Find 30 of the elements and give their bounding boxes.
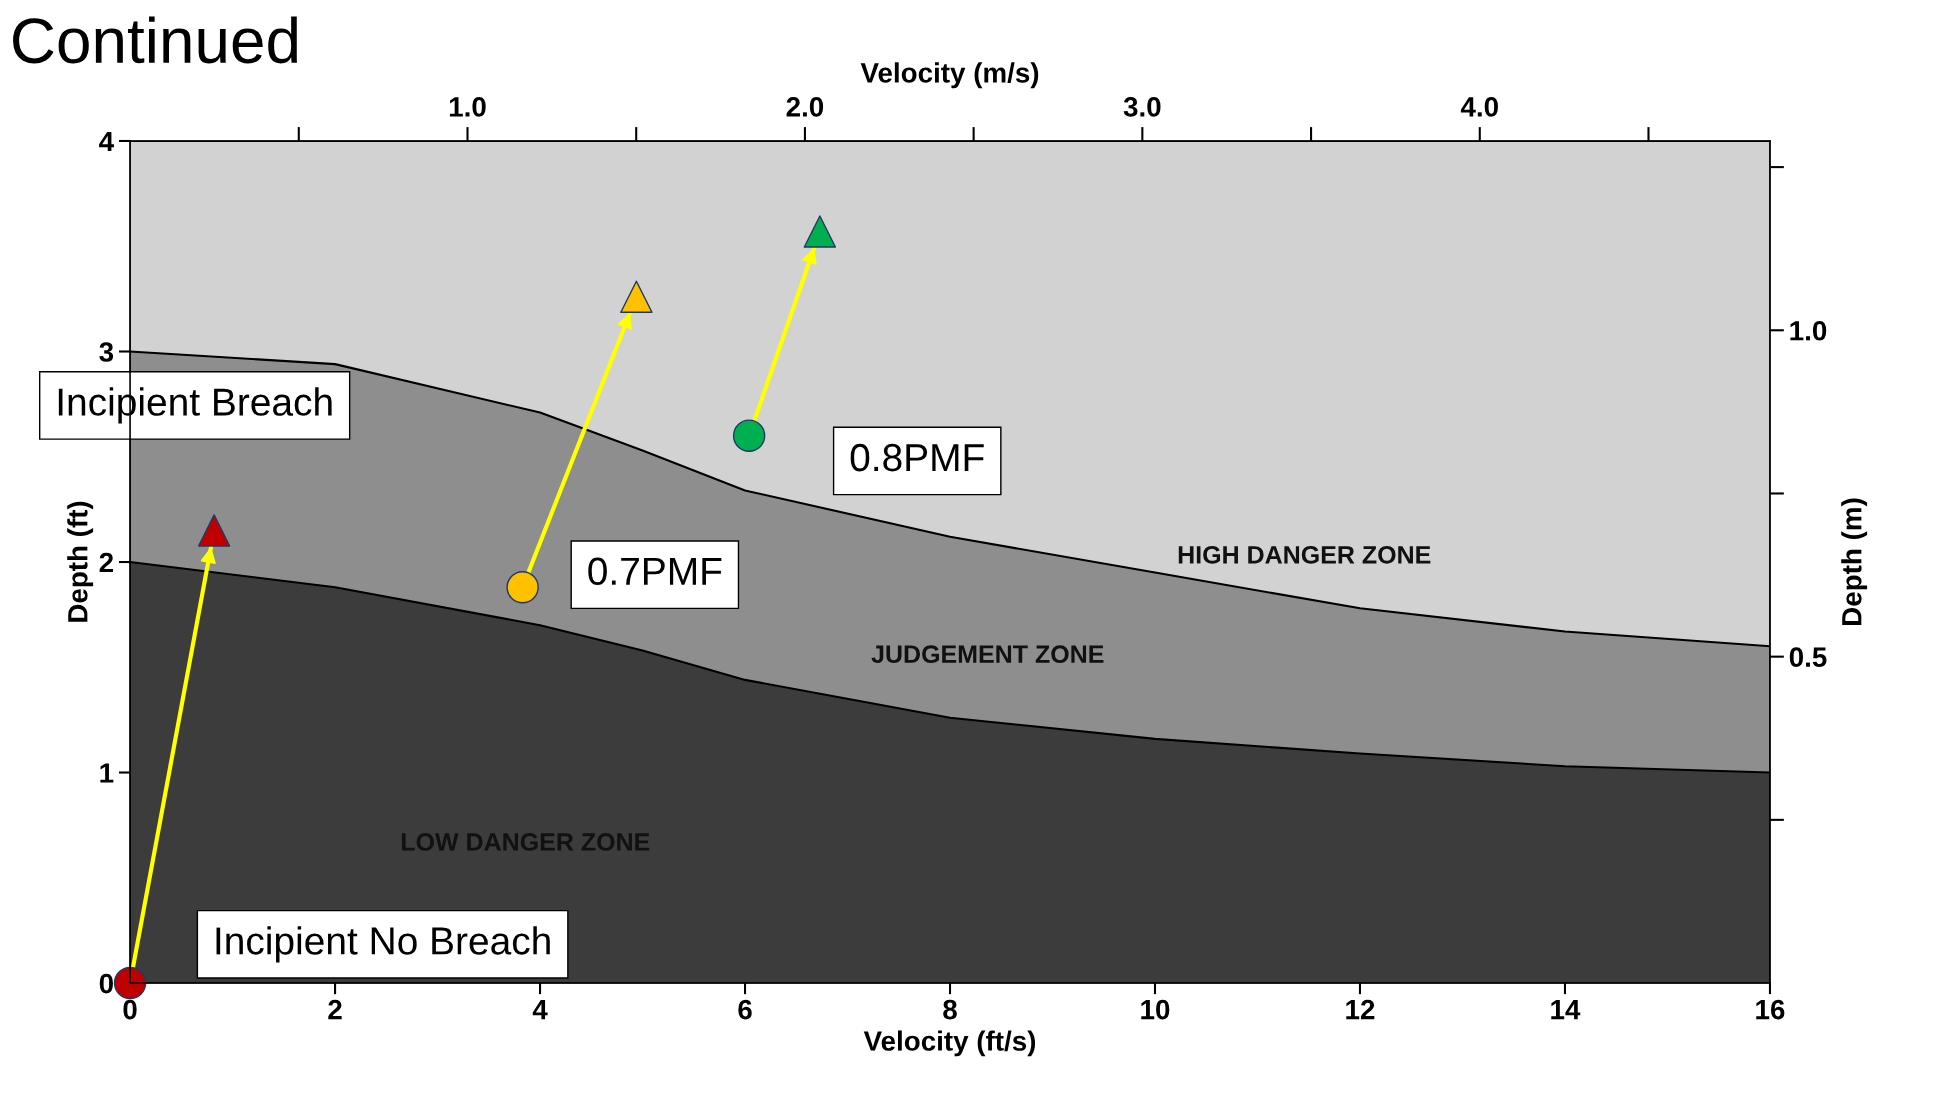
x2-tick-label: 1.0 — [449, 97, 486, 117]
y-axis-title: Depth (ft) — [67, 501, 94, 622]
x-tick-label: 4 — [532, 1000, 548, 1020]
chart-title: Continued — [13, 16, 297, 64]
series-label: HIGH DANGER ZONE — [1178, 545, 1431, 564]
y2-tick-label: 1.0 — [1790, 320, 1827, 341]
annotation: Incipient No Breach — [216, 926, 550, 963]
annotation: 0.8PMF — [850, 443, 984, 472]
x2-tick-label: 2.0 — [786, 97, 824, 117]
x-axis-title: Velocity (ft/s) — [863, 1030, 1036, 1057]
x-tick-label: 2 — [328, 999, 342, 1020]
x-tick-label: 0 — [123, 999, 137, 1020]
x2-axis-title: Velocity (m/s) — [860, 62, 1039, 89]
y2-tick-label: 0.5 — [1789, 647, 1827, 667]
x-tick-label: 6 — [738, 999, 752, 1020]
series-label: JUDGEMENT ZONE — [871, 645, 1104, 664]
annotation: 0.7PMF — [588, 557, 722, 586]
y-tick-label: 3 — [99, 342, 114, 362]
x-tick-label: 8 — [943, 999, 957, 1020]
y2-axis-title: Depth (m) — [1841, 498, 1868, 625]
y-tick-label: 2 — [99, 552, 113, 573]
x-tick-label: 16 — [1756, 999, 1785, 1020]
y-tick-label: 1 — [100, 763, 114, 783]
x-tick-label: 10 — [1141, 999, 1170, 1020]
x2-tick-label: 4.0 — [1460, 97, 1498, 117]
x-tick-label: 14 — [1551, 1000, 1581, 1020]
x2-tick-label: 3.0 — [1123, 97, 1161, 117]
x-tick-label: 12 — [1346, 999, 1375, 1020]
y-tick-label: 0 — [99, 973, 113, 994]
y-tick-label: 4 — [99, 131, 114, 152]
